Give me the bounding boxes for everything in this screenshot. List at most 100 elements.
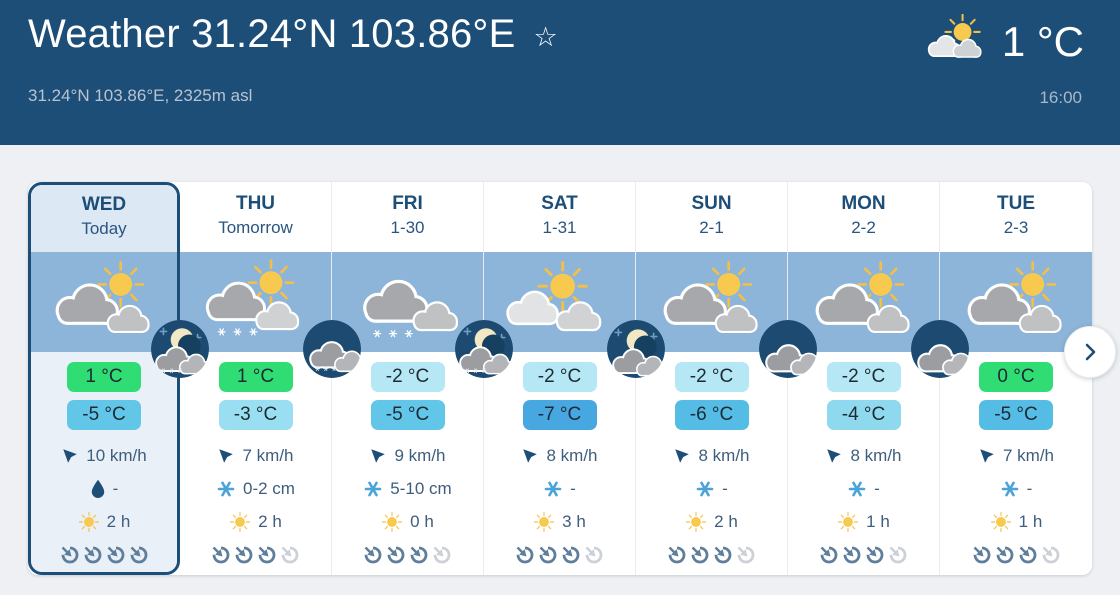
precip-row: 0-2 cm — [180, 477, 331, 501]
sun-icon — [838, 511, 859, 533]
predictability-gauge-icon — [538, 545, 558, 565]
clouds-snow-icon — [349, 258, 467, 338]
predictability-gauges — [332, 545, 483, 565]
low-temp-badge: -4 °C — [826, 400, 901, 430]
wind-row: 9 km/h — [332, 444, 483, 468]
high-temp-badge: -2 °C — [826, 362, 901, 392]
predictability-gauge-icon — [106, 545, 126, 565]
day-column-wed[interactable]: WED Today 1 °C -5 °C 10 km/h — [28, 182, 180, 575]
current-weather-icon — [927, 14, 982, 58]
sun-hours-row: 2 h — [636, 510, 787, 534]
predictability-gauges — [788, 545, 939, 565]
sun-with-clouds-icon — [501, 260, 619, 346]
predictability-gauge-icon — [972, 545, 992, 565]
low-temp-badge: -7 °C — [522, 400, 597, 430]
predictability-gauge-icon — [713, 545, 733, 565]
day-column-tue[interactable]: TUE 2-3 0 °C -5 °C 7 km/h - — [940, 182, 1092, 575]
day-column-thu[interactable]: THU Tomorrow 1 °C -3 °C 7 km/h — [180, 182, 332, 575]
high-temp-badge: -2 °C — [674, 362, 749, 392]
predictability-gauge-icon — [432, 545, 452, 565]
wind-direction-icon — [980, 449, 994, 463]
day-name: WED — [81, 194, 127, 215]
page-title: Weather 31.24°N 103.86°E — [28, 12, 516, 56]
wind-row: 8 km/h — [788, 444, 939, 468]
precip-row: - — [636, 477, 787, 501]
predictability-gauge-icon — [736, 545, 756, 565]
favorite-star-icon[interactable]: ☆ — [533, 18, 557, 51]
day-icon-band — [332, 252, 483, 352]
high-temp-badge: 1 °C — [67, 362, 141, 392]
high-temp-badge: 0 °C — [979, 362, 1053, 392]
precip-row: - — [484, 477, 635, 501]
predictability-gauge-icon — [386, 545, 406, 565]
high-temp-badge: 1 °C — [218, 362, 293, 392]
day-icon-band — [31, 252, 177, 352]
wind-direction-icon — [63, 449, 77, 463]
day-column-fri[interactable]: FRI 1-30 -2 °C -5 °C 9 km/h — [332, 182, 484, 575]
day-name: FRI — [392, 193, 423, 214]
sun-behind-clouds-icon — [805, 261, 923, 346]
precip-row: - — [31, 477, 177, 501]
high-temp-badge: -2 °C — [522, 362, 597, 392]
sun-icon — [534, 511, 555, 533]
day-name: THU — [235, 193, 276, 214]
day-sublabel: 2-2 — [851, 218, 876, 237]
low-temp-badge: -5 °C — [67, 400, 141, 430]
snowflake-icon — [217, 481, 235, 497]
day-sublabel: 1-31 — [542, 218, 577, 237]
sun-icon — [382, 511, 403, 533]
current-time: 16:00 — [1039, 88, 1082, 107]
low-temp-badge: -5 °C — [979, 400, 1053, 430]
day-column-mon[interactable]: MON 2-2 -2 °C -4 °C 8 km/h - — [788, 182, 940, 575]
wind-direction-icon — [675, 449, 690, 463]
location-subtitle: 31.24°N 103.86°E, 2325m asl — [28, 86, 253, 105]
predictability-gauge-icon — [667, 545, 687, 565]
forecast-card: WED Today 1 °C -5 °C 10 km/h — [28, 182, 1116, 575]
day-name: TUE — [997, 193, 1035, 214]
low-temp-badge: -3 °C — [218, 400, 293, 430]
sun-hours-row: 3 h — [484, 510, 635, 534]
day-icon-band — [180, 252, 331, 352]
wind-row: 7 km/h — [940, 444, 1092, 468]
predictability-gauge-icon — [129, 545, 149, 565]
snowflake-icon — [364, 481, 382, 497]
predictability-gauge-icon — [211, 545, 231, 565]
predictability-gauges — [180, 545, 331, 565]
predictability-gauge-icon — [257, 545, 277, 565]
predictability-gauge-icon — [584, 545, 604, 565]
day-sublabel: 1-30 — [390, 218, 425, 237]
sun-behind-clouds-icon — [653, 261, 771, 346]
predictability-gauge-icon — [60, 545, 80, 565]
sun-hours-row: 0 h — [332, 510, 483, 534]
sun-behind-clouds-icon — [45, 261, 163, 346]
current-temperature: 1 °C — [1001, 18, 1084, 65]
wind-row: 10 km/h — [31, 444, 177, 468]
day-icon-band — [484, 252, 635, 352]
predictability-gauges — [940, 545, 1092, 565]
scroll-next-button[interactable] — [1064, 326, 1116, 378]
predictability-gauge-icon — [83, 545, 103, 565]
sun-icon — [78, 511, 99, 533]
predictability-gauge-icon — [819, 545, 839, 565]
predictability-gauge-icon — [515, 545, 535, 565]
predictability-gauge-icon — [1041, 545, 1061, 565]
predictability-gauge-icon — [363, 545, 383, 565]
day-name: SUN — [691, 193, 732, 214]
predictability-gauge-icon — [888, 545, 908, 565]
sun-hours-row: 1 h — [940, 510, 1092, 534]
snowflake-icon — [1001, 481, 1018, 497]
sun-icon — [686, 511, 707, 533]
predictability-gauge-icon — [1018, 545, 1038, 565]
predictability-gauges — [636, 545, 787, 565]
wind-row: 8 km/h — [484, 444, 635, 468]
app-header: Weather 31.24°N 103.86°E ☆ 31.24°N 103.8… — [0, 0, 1120, 145]
day-column-sun[interactable]: SUN 2-1 -2 °C -6 °C 8 km/h - — [636, 182, 788, 575]
low-temp-badge: -5 °C — [370, 400, 445, 430]
day-column-sat[interactable]: SAT 1-31 -2 °C -7 °C 8 km/h — [484, 182, 636, 575]
sun-icon — [990, 511, 1011, 533]
wind-direction-icon — [827, 449, 842, 463]
chevron-right-icon — [1085, 343, 1096, 361]
snowflake-icon — [848, 481, 866, 497]
predictability-gauge-icon — [995, 545, 1015, 565]
predictability-gauges — [31, 545, 177, 565]
